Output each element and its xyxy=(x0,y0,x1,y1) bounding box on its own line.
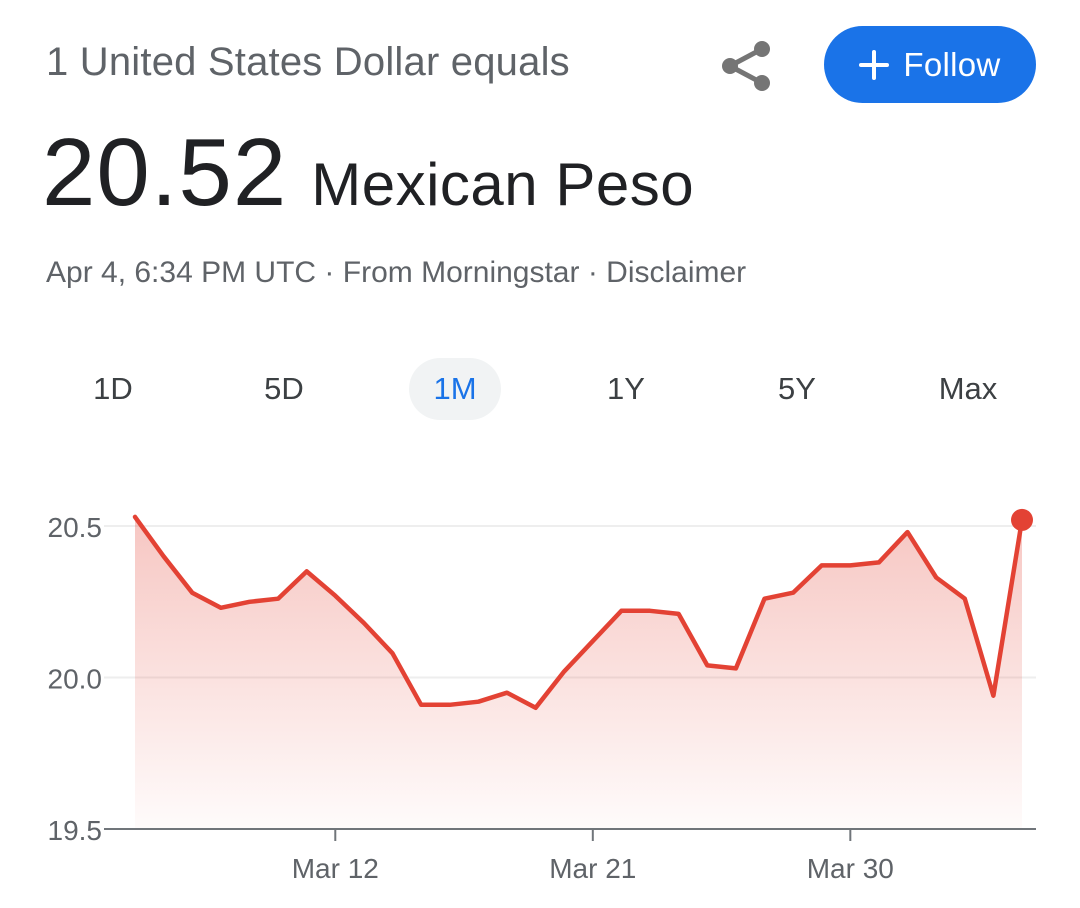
follow-button[interactable]: Follow xyxy=(824,26,1036,103)
series-line xyxy=(132,514,1025,711)
y-tick-label: 20.5 xyxy=(48,512,103,543)
target-currency-name: Mexican Peso xyxy=(311,151,695,218)
tab-max[interactable]: Max xyxy=(938,371,998,406)
y-tick-label: 20.0 xyxy=(48,664,103,695)
rate-intro-text: 1 United States Dollar equals xyxy=(46,40,570,84)
y-tick-label: 19.5 xyxy=(48,815,103,846)
follow-button-label: Follow xyxy=(903,45,1001,83)
data-source-link[interactable]: From Morningstar xyxy=(342,256,580,289)
share-icon xyxy=(722,41,770,91)
disclaimer-link[interactable]: Disclaimer xyxy=(606,256,747,289)
tab-5y[interactable]: 5Y xyxy=(778,371,816,406)
meta-separator: · xyxy=(579,256,607,289)
quote-meta: Apr 4, 6:34 PM UTC · From Morningstar · … xyxy=(46,256,746,290)
quote-timestamp: Apr 4, 6:34 PM UTC xyxy=(46,256,317,289)
series-area-fill xyxy=(135,516,1022,829)
time-range-tabs: 1D 5D 1M 1Y 5Y Max xyxy=(28,358,1052,420)
x-tick-label: Mar 30 xyxy=(807,853,894,884)
exchange-rate-chart[interactable]: 20.5 20.0 19.5 Mar 12 Mar 21 Mar 30 xyxy=(0,470,1080,908)
x-tick-label: Mar 12 xyxy=(292,853,379,884)
tab-5d[interactable]: 5D xyxy=(264,371,304,406)
latest-value-marker xyxy=(1011,508,1033,531)
exchange-rate-value: 20.52 xyxy=(42,119,288,226)
x-tick-label: Mar 21 xyxy=(549,853,636,884)
tab-1y[interactable]: 1Y xyxy=(607,371,645,406)
tab-1m[interactable]: 1M xyxy=(409,358,501,420)
exchange-rate-display: 20.52 Mexican Peso xyxy=(42,118,694,228)
share-button[interactable] xyxy=(716,36,776,96)
plus-icon xyxy=(859,49,890,80)
tab-1d[interactable]: 1D xyxy=(93,371,133,406)
meta-separator: · xyxy=(316,256,343,289)
